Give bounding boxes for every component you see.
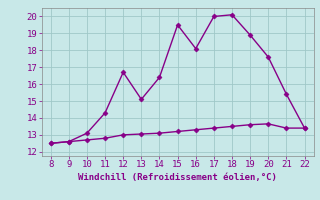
X-axis label: Windchill (Refroidissement éolien,°C): Windchill (Refroidissement éolien,°C) (78, 173, 277, 182)
